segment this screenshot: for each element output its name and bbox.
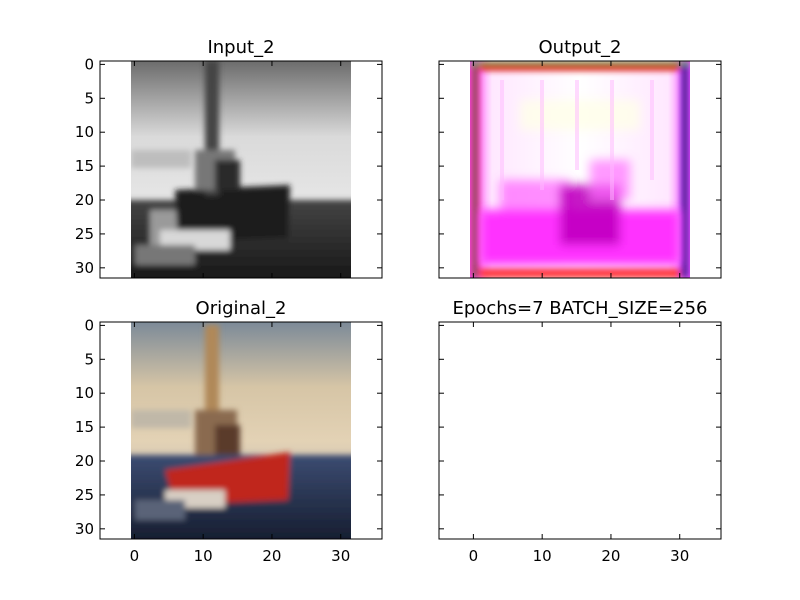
y-tick-label: 5 (84, 89, 94, 107)
subplot-title: Input_2 (207, 37, 274, 58)
y-tick-label: 0 (84, 316, 94, 334)
y-tick-label: 15 (75, 418, 94, 436)
subplot-title: Epochs=7 BATCH_SIZE=256 (453, 298, 708, 319)
x-tick-label: 0 (130, 547, 140, 565)
axes-frame (438, 321, 722, 540)
y-tick-label: 25 (75, 486, 94, 504)
y-tick-label: 30 (75, 520, 94, 538)
y-tick-label: 10 (75, 384, 94, 402)
y-tick-label: 15 (75, 157, 94, 175)
subplot-title: Output_2 (539, 37, 622, 58)
y-tick-label: 20 (75, 191, 94, 209)
y-tick-label: 25 (75, 225, 94, 243)
x-tick-label: 0 (469, 547, 479, 565)
y-tick-label: 30 (75, 259, 94, 277)
original-image (131, 322, 351, 539)
output-image (470, 61, 690, 278)
input-image (131, 61, 351, 278)
axes-frame (438, 60, 722, 279)
x-tick-label: 30 (670, 547, 689, 565)
y-tick-label: 0 (84, 55, 94, 73)
x-tick-label: 30 (331, 547, 350, 565)
axes-frame (99, 60, 383, 279)
x-tick-label: 20 (601, 547, 620, 565)
subplot-original: Original_2 0 10 20 30 0 5 10 15 20 25 30 (75, 298, 383, 565)
y-tick-label: 20 (75, 452, 94, 470)
subplot-title: Original_2 (196, 298, 287, 319)
subplot-output: Output_2 (438, 37, 722, 279)
x-tick-label: 10 (533, 547, 552, 565)
x-tick-label: 10 (194, 547, 213, 565)
x-tick-label: 20 (262, 547, 281, 565)
axes-frame (99, 321, 383, 540)
subplot-input: Input_2 0 5 10 15 20 25 30 (75, 37, 383, 279)
y-tick-label: 5 (84, 350, 94, 368)
y-tick-label: 10 (75, 123, 94, 141)
subplot-empty: Epochs=7 BATCH_SIZE=256 0 10 20 30 (438, 298, 722, 565)
